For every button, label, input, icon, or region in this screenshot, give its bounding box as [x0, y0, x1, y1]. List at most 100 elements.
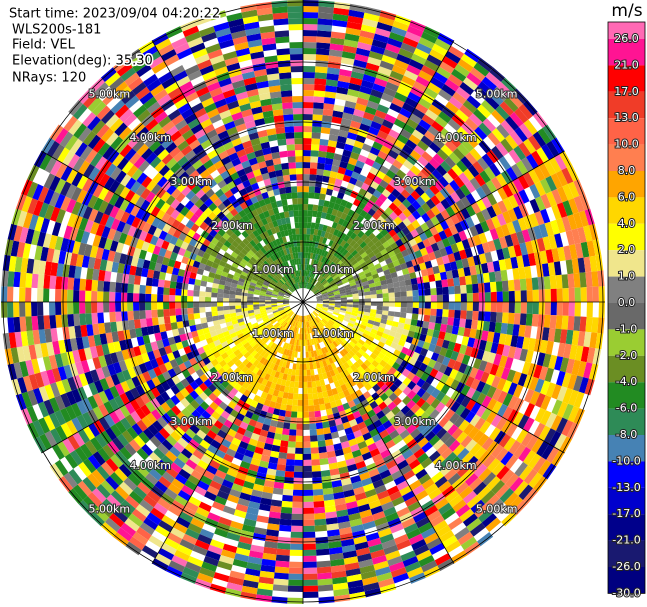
radar-gate [389, 102, 402, 114]
radar-gate [480, 183, 492, 196]
radar-gate [320, 127, 331, 135]
radar-gate [217, 306, 224, 311]
radar-gate [518, 142, 532, 158]
radar-gate [379, 124, 392, 135]
radar-gate [454, 310, 461, 319]
radar-gate [316, 299, 323, 302]
radar-gate [485, 180, 497, 193]
radar-gate [433, 249, 442, 259]
radar-gate [303, 561, 317, 568]
radar-gate [351, 287, 358, 292]
radar-gate [286, 398, 293, 406]
radar-gate [563, 343, 572, 359]
radar-gate [398, 280, 406, 287]
radar-gate [329, 170, 338, 179]
radar-gate [389, 375, 398, 384]
radar-gate [407, 330, 415, 338]
radar-gate [399, 312, 407, 319]
radar-gate [303, 162, 311, 169]
radar-gate [374, 356, 383, 364]
radar-gate [360, 24, 377, 34]
radar-gate [444, 156, 457, 169]
radar-gate [331, 325, 338, 332]
radar-gate [320, 270, 326, 277]
radar-gate [376, 305, 383, 311]
radar-gate [333, 104, 345, 113]
radar-gate [163, 302, 170, 310]
radar-gate [403, 254, 412, 263]
radar-gate [436, 240, 445, 250]
radar-gate [325, 213, 332, 221]
radar-gate [322, 299, 329, 301]
radar-gate [364, 302, 371, 306]
radar-gate [445, 195, 456, 207]
radar-gate [347, 88, 360, 98]
radar-gate [49, 275, 57, 289]
radar-gate [382, 240, 391, 249]
radar-gate [205, 291, 212, 298]
radar-gate [466, 293, 473, 302]
radar-gate [310, 228, 315, 235]
radar-gate [513, 244, 523, 257]
radar-gate [544, 221, 555, 237]
radar-gate [235, 305, 242, 310]
radar-gate [486, 331, 495, 343]
radar-gate [163, 287, 170, 295]
radar-gate [339, 247, 346, 254]
radar-gate [475, 329, 483, 340]
radar-gate [380, 279, 388, 286]
radar-gate [373, 277, 381, 283]
radar-gate [355, 279, 362, 285]
radar-gate [368, 282, 376, 288]
radar-gate [459, 104, 473, 118]
radar-gate [289, 429, 297, 436]
radar-gate [25, 287, 32, 302]
radar-gate [356, 97, 369, 107]
radar-gate [447, 358, 457, 369]
radar-gate [461, 336, 470, 346]
radar-gate [512, 88, 528, 104]
radar-gate [451, 113, 465, 127]
radar-gate [309, 423, 317, 430]
radar-gate [525, 278, 533, 291]
radar-gate [498, 433, 511, 448]
radar-gate [223, 293, 230, 299]
radar-gate [514, 108, 529, 124]
radar-gate [311, 465, 321, 472]
radar-gate [377, 244, 386, 252]
radar-gate [13, 316, 21, 333]
radar-gate [372, 83, 386, 93]
radar-gate [447, 168, 459, 180]
radar-gate [349, 224, 358, 233]
radar-gate [528, 213, 539, 228]
radar-gate [314, 518, 327, 526]
radar-gate [354, 53, 369, 63]
radar-gate [491, 444, 504, 459]
radar-gate [362, 255, 371, 262]
radar-gate [382, 288, 389, 294]
radar-gate [241, 295, 248, 300]
radar-gate [326, 73, 339, 81]
radar-gate [531, 314, 539, 327]
radar-gate [312, 392, 319, 400]
radar-gate [390, 325, 398, 333]
radar-gate [352, 299, 359, 302]
radar-gate [456, 160, 468, 173]
radar-gate [368, 50, 384, 61]
radar-gate [526, 302, 533, 314]
radar-gate [406, 296, 413, 302]
radar-gate [321, 291, 328, 295]
radar-gate [381, 332, 389, 340]
radar-gate [314, 273, 319, 280]
radar-gate [510, 256, 519, 269]
radar-gate [420, 327, 429, 336]
radar-gate [334, 278, 342, 283]
radar-gate [360, 261, 368, 268]
radar-gate [441, 255, 450, 265]
radar-gate [316, 306, 322, 310]
radar-gate [73, 313, 81, 326]
radar-gate [332, 288, 340, 293]
radar-gate [292, 501, 303, 508]
radar-gate [423, 177, 434, 189]
radar-gate [523, 99, 538, 116]
